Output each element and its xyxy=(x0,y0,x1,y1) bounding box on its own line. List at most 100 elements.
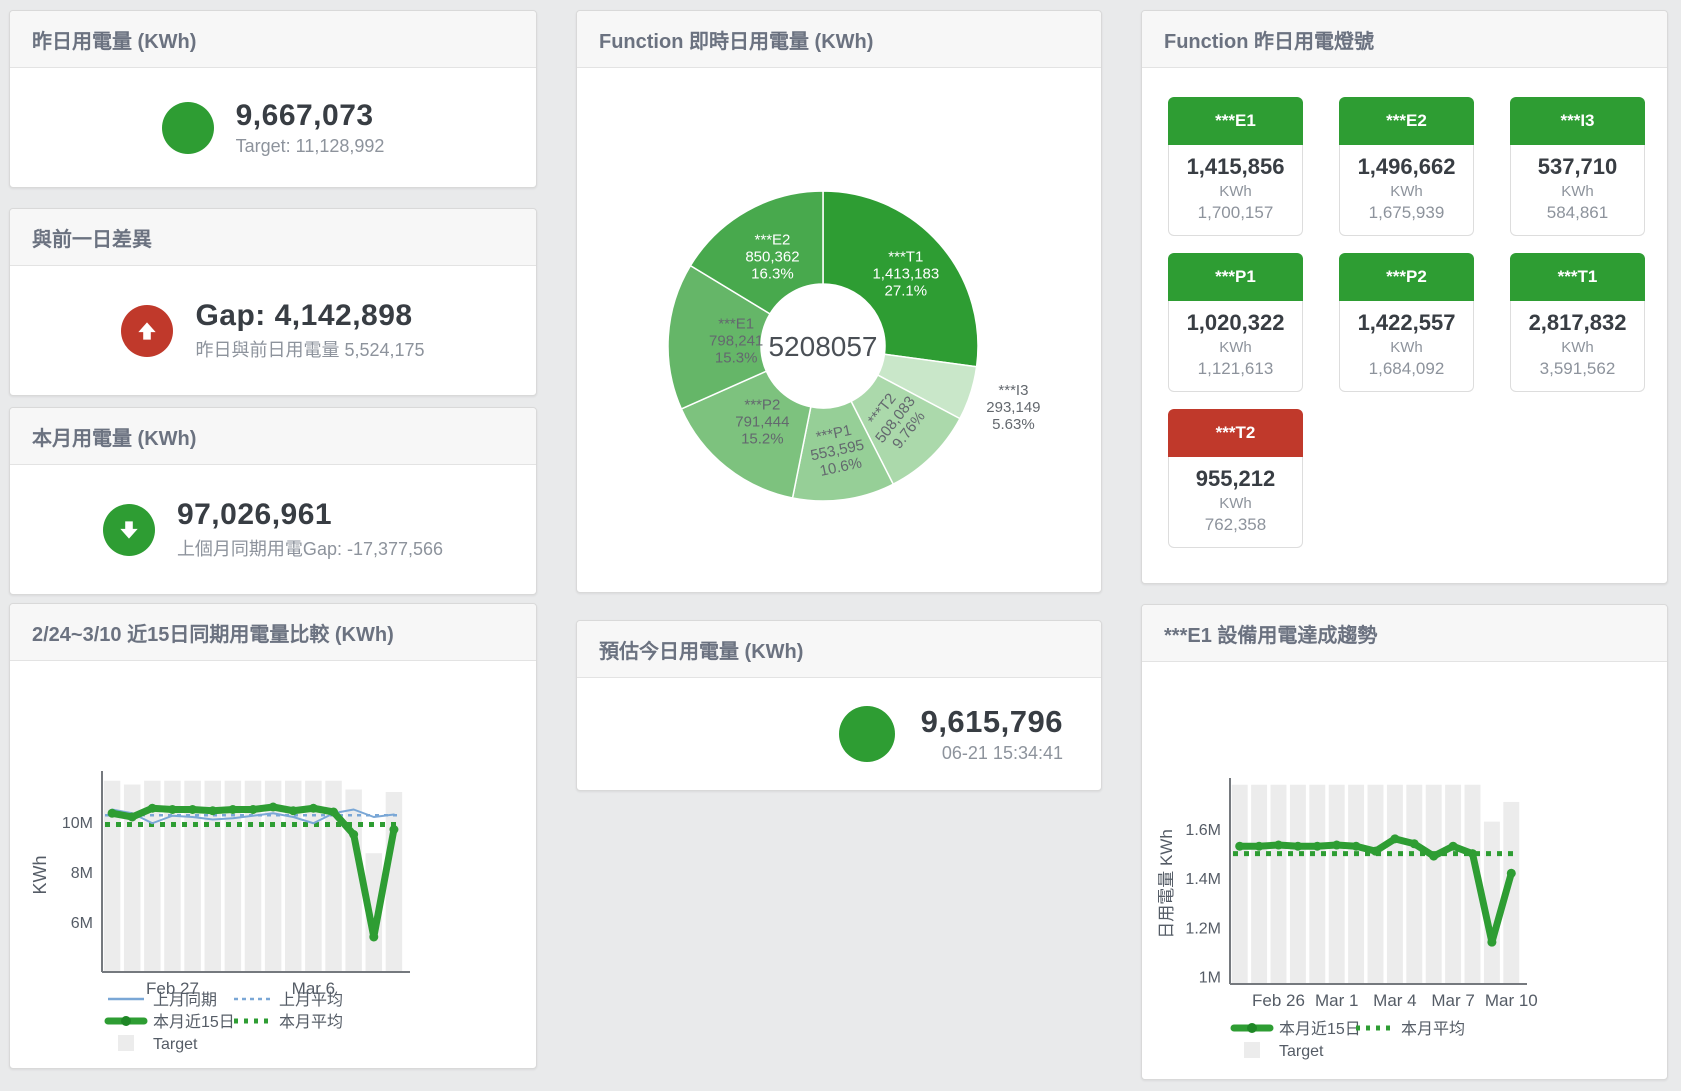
y-tick-label: 6M xyxy=(71,915,93,932)
target-bar xyxy=(184,780,201,972)
card-day-gap: 與前一日差異 Gap: 4,142,898 昨日與前日用電量 5,524,175 xyxy=(9,208,537,396)
tile-unit: KWh xyxy=(1219,183,1252,200)
legend-label: 本月平均 xyxy=(1401,1020,1465,1038)
yesterday-usage-value: 9,667,073 xyxy=(235,98,374,132)
tile-target-value: 1,675,939 xyxy=(1368,203,1445,222)
target-bar xyxy=(224,780,242,972)
left-column: 昨日用電量 (KWh) 9,667,073 Target: 11,128,992… xyxy=(9,10,537,1080)
tile-status-header: ***T1 xyxy=(1510,253,1645,301)
legend-label: 上月平均 xyxy=(279,991,343,1009)
kpi-text: 9,667,073 Target: 11,128,992 xyxy=(236,99,385,157)
trend-chart-body: 1M 1.2M 1.4M 1.6M 日用電量 KWh Feb 26 Mar 1 Mar 4 Ma… xyxy=(1142,662,1667,1079)
y-tick-label: 1.6M xyxy=(1185,822,1221,839)
tile-usage-value: 2,817,832 xyxy=(1528,310,1627,335)
tile-status-header: ***P1 xyxy=(1168,253,1303,301)
green-status-circle-icon xyxy=(838,706,895,762)
tile-target-value: 762,358 xyxy=(1204,515,1267,534)
legend-label: 本月近15日 xyxy=(1279,1020,1361,1038)
target-bar xyxy=(1251,784,1268,984)
target-bar xyxy=(305,780,322,972)
day-gap-kpi: Gap: 4,142,898 昨日與前日用電量 5,524,175 xyxy=(10,266,536,395)
estimate-timestamp: 06-21 15:34:41 xyxy=(941,743,1063,763)
lights-body: ***E1 1,415,856 KWh 1,700,157 ***E2 1,496,662… xyxy=(1142,68,1667,583)
x-tick-label: Mar 4 xyxy=(1373,991,1416,1010)
tile-unit: KWh xyxy=(1390,339,1423,356)
y-tick-label: 10M xyxy=(62,815,93,832)
tile-target-value: 1,121,613 xyxy=(1197,359,1274,378)
x-tick-label: Mar 1 xyxy=(1315,991,1358,1010)
donut-slice-T1 xyxy=(822,190,979,368)
right-column: Function 昨日用電燈號 ***E1 1,415,856 KWh 1,700,1… xyxy=(1141,10,1668,1080)
card-header: ***E1 設備用電達成趨勢 xyxy=(1142,605,1667,662)
x-tick-label: Mar 6 xyxy=(292,979,335,998)
tile-status-header: ***I3 xyxy=(1510,97,1645,145)
day-gap-value: Gap: 4,142,898 xyxy=(195,299,413,332)
target-bar xyxy=(1503,801,1520,984)
device-tile-P2: ***P2 1,422,557 KWh 1,684,092 xyxy=(1339,253,1474,392)
donut-chart-body: ***T1 1,413,183 27.1% ***I3 293,149 5.63% ***T… xyxy=(577,68,1101,592)
kpi-text: Gap: 4,142,898 昨日與前日用電量 5,524,175 xyxy=(195,299,424,362)
target-bar xyxy=(325,780,342,972)
card-header: 預估今日用電量 (KWh) xyxy=(577,621,1101,678)
target-bar xyxy=(365,853,383,972)
estimate-kpi: 9,615,796 06-21 15:34:41 xyxy=(577,678,1101,790)
target-bar xyxy=(1231,784,1248,984)
card-15day-compare-chart: 2/24~3/10 近15日同期用電量比較 (KWh) 6M 8M 10M KWh Fe… xyxy=(9,603,537,1069)
card-title-lights: Function 昨日用電燈號 xyxy=(1164,30,1374,53)
card-header: Function 昨日用電燈號 xyxy=(1142,11,1667,68)
yesterday-kpi: 9,667,073 Target: 11,128,992 xyxy=(10,68,536,187)
tile-status-header: ***T2 xyxy=(1168,409,1303,457)
target-bar xyxy=(385,792,403,972)
card-header: Function 即時日用電量 (KWh) xyxy=(577,11,1101,68)
tile-usage-value: 955,212 xyxy=(1195,466,1276,491)
donut-slice-label: ***E2 850,362 16.3% xyxy=(745,231,799,282)
card-yesterday-usage: 昨日用電量 (KWh) 9,667,073 Target: 11,128,992 xyxy=(9,10,537,188)
series-line-thin xyxy=(111,808,395,825)
target-bar xyxy=(1328,784,1345,984)
device-tile-I3: ***I3 537,710 KWh 584,861 xyxy=(1510,97,1645,236)
x-tick-label: Mar 10 xyxy=(1485,991,1538,1010)
red-up-arrow-icon xyxy=(121,304,174,357)
legend-label: 本月近15日 xyxy=(153,1013,235,1031)
donut-slice-label: ***P1553,59510.6% xyxy=(806,420,870,481)
month-usage-value: 97,026,961 xyxy=(176,498,333,531)
y-tick-label: 1.4M xyxy=(1185,871,1221,888)
tile-usage-value: 1,496,662 xyxy=(1357,154,1456,179)
tile-status-header: ***P2 xyxy=(1339,253,1474,301)
tile-body: 955,212 KWh 762,358 xyxy=(1168,457,1303,548)
y-tick-label: 1.2M xyxy=(1185,920,1221,937)
card-title-estimate: 預估今日用電量 (KWh) xyxy=(599,640,804,663)
target-bar xyxy=(1406,784,1423,984)
donut-slice-label: ***E1 798,241 15.3% xyxy=(709,315,763,366)
device-tile-T2: ***T2 955,212 KWh 762,358 xyxy=(1168,409,1303,548)
legend-label: Target xyxy=(1279,1043,1324,1060)
tile-target-value: 1,684,092 xyxy=(1368,359,1445,378)
target-bar xyxy=(144,780,161,972)
target-bar xyxy=(1445,784,1462,984)
kpi-text: 9,615,796 06-21 15:34:41 xyxy=(921,704,1063,764)
device-tile-P1: ***P1 1,020,322 KWh 1,121,613 xyxy=(1168,253,1303,392)
tile-target-value: 1,700,157 xyxy=(1197,203,1274,222)
card-estimate-today: 預估今日用電量 (KWh) 9,615,796 06-21 15:34:41 xyxy=(576,620,1102,791)
e1-trend-line-chart: 1M 1.2M 1.4M 1.6M 日用電量 KWh Feb 26 Mar 1 Mar 4 Ma… xyxy=(1157,778,1538,1060)
tile-target-value: 584,861 xyxy=(1546,203,1609,222)
device-tiles-grid: ***E1 1,415,856 KWh 1,700,157 ***E2 1,496,662… xyxy=(1142,68,1667,548)
green-status-circle-icon xyxy=(161,101,214,154)
legend-label: 本月平均 xyxy=(279,1013,343,1031)
card-title-compare: 2/24~3/10 近15日同期用電量比較 (KWh) xyxy=(32,623,394,646)
month-usage-gap: 上個月同期用電Gap: -17,377,566 xyxy=(176,539,444,559)
y-axis-label: KWh xyxy=(30,855,50,894)
card-month-usage: 本月用電量 (KWh) 97,026,961 上個月同期用電Gap: -17,3… xyxy=(9,407,537,595)
card-title-trend: ***E1 設備用電達成趨勢 xyxy=(1164,624,1378,647)
tile-body: 1,415,856 KWh 1,700,157 xyxy=(1168,145,1303,236)
tile-body: 2,817,832 KWh 3,591,562 xyxy=(1510,301,1645,392)
target-bar xyxy=(1367,784,1384,984)
card-title-month: 本月用電量 (KWh) xyxy=(32,427,197,450)
tile-body: 537,710 KWh 584,861 xyxy=(1510,145,1645,236)
target-bar xyxy=(1386,784,1403,984)
tile-usage-value: 1,422,557 xyxy=(1357,310,1456,335)
green-down-arrow-icon xyxy=(102,503,155,556)
target-bar xyxy=(1348,784,1365,984)
